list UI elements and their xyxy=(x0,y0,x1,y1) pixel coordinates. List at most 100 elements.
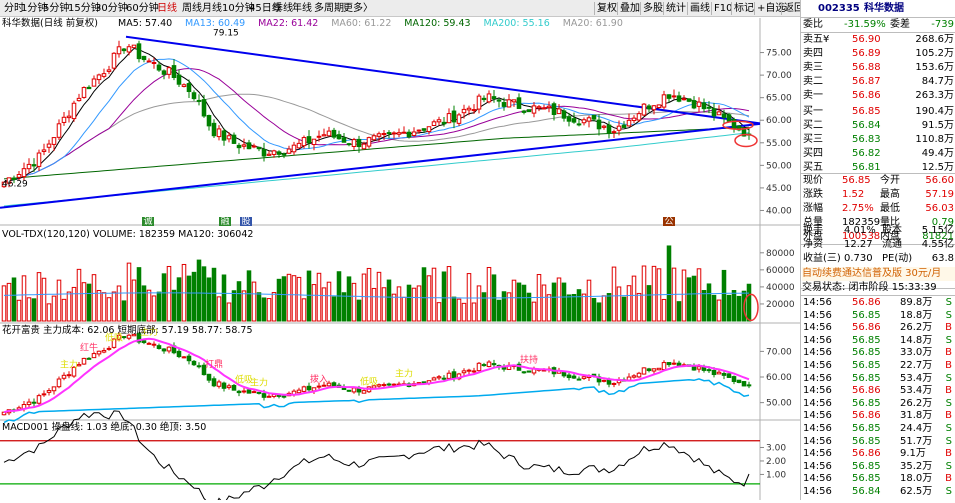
volume-bar xyxy=(36,272,42,322)
period-tab-4[interactable]: 30分钟 xyxy=(95,3,128,14)
cost-candle-body xyxy=(441,377,447,380)
candle-body xyxy=(521,110,527,113)
stat-value: 57.19 xyxy=(925,189,954,200)
tool-button-2[interactable]: 多股 xyxy=(643,3,663,14)
candle-body xyxy=(186,83,192,93)
candle-body xyxy=(266,153,272,156)
period-tab-10[interactable]: 45日线 xyxy=(249,3,282,14)
y-tick-label-cost: 70.00 xyxy=(766,347,792,357)
tool-button-3[interactable]: 统计 xyxy=(666,3,686,14)
tick-volume: 53.4万 xyxy=(900,385,933,397)
period-tab-12[interactable]: 年线 xyxy=(292,3,312,14)
tick-time: 14:56 xyxy=(803,410,832,422)
highlight-ellipse-top xyxy=(722,120,754,130)
period-tab-7[interactable]: 周线 xyxy=(182,3,202,14)
event-tag-bg xyxy=(240,217,252,226)
cost-candle-body xyxy=(31,401,37,404)
cost-candle-body xyxy=(61,374,67,379)
cost-candle-body xyxy=(256,391,262,394)
period-tab-8[interactable]: 月线 xyxy=(202,3,222,14)
period-tab-5[interactable]: 60分钟 xyxy=(126,3,159,14)
tool-button-7[interactable]: +自选 xyxy=(757,3,786,14)
volume-bar xyxy=(56,279,62,322)
tick-row: 14:56 56.85 51.7万 S xyxy=(802,436,955,448)
volume-bar xyxy=(416,285,422,322)
volume-bar xyxy=(746,283,752,322)
candle-body xyxy=(211,122,217,137)
volume-bar xyxy=(381,287,387,322)
tool-button-1[interactable]: 叠加 xyxy=(620,3,640,14)
tick-volume: 31.8万 xyxy=(900,410,933,422)
tick-row: 14:56 56.86 26.2万 B xyxy=(802,322,955,334)
period-tab-9[interactable]: 10分钟 xyxy=(222,3,255,14)
volume-bar xyxy=(596,302,602,322)
period-tab-6[interactable]: 日线 xyxy=(157,3,177,14)
volume-bar xyxy=(311,284,317,322)
tick-side: S xyxy=(945,397,952,409)
candle-body xyxy=(261,149,267,157)
cost-candle-body xyxy=(566,374,572,379)
period-tab-0[interactable]: 分时 xyxy=(4,3,24,14)
period-tab-14[interactable]: 更多〉 xyxy=(343,3,373,14)
tool-button-0[interactable]: 复权 xyxy=(597,3,617,14)
stat-value: 2.75% xyxy=(842,203,874,214)
tick-time: 14:56 xyxy=(803,372,832,384)
cost-annotation: 低吸 xyxy=(105,332,123,344)
y-tick-label-cost: 50.00 xyxy=(766,399,792,409)
stat-key: 最低 xyxy=(880,203,900,214)
tick-volume: 26.2万 xyxy=(900,322,933,334)
candle-body xyxy=(436,119,442,123)
tick-side: B xyxy=(945,448,952,460)
period-tab-1[interactable]: 1分钟 xyxy=(21,3,48,14)
period-tab-13[interactable]: 多周期 xyxy=(314,3,344,14)
candle-body xyxy=(411,131,417,136)
candle-body xyxy=(611,131,617,134)
tool-button-4[interactable]: 画线 xyxy=(690,3,710,14)
cost-candle-body xyxy=(251,391,257,394)
tool-button-8[interactable]: 返回 xyxy=(784,3,804,14)
candle-body xyxy=(346,143,352,146)
chart-area[interactable]: 75.00 70.00 65.00 60.00 55.00 50.00 45.00 40.00… xyxy=(0,18,800,503)
cost-candle-body xyxy=(386,383,392,386)
kline-chart-svg[interactable]: 75.00 70.00 65.00 60.00 55.00 50.00 45.00 40.00… xyxy=(0,18,800,503)
volume-bar xyxy=(81,282,87,322)
sell-level-row: 卖二 56.87 84.7万 xyxy=(802,75,955,89)
volume-bar xyxy=(511,279,517,322)
candle-body xyxy=(446,113,452,124)
candle-body xyxy=(386,132,392,135)
cost-candle-body xyxy=(421,381,427,384)
promo-text[interactable]: 自动续费通达信普及版 30元/月 xyxy=(802,267,955,281)
candle-body xyxy=(26,163,32,170)
y-tick-label-vol: 80000 xyxy=(766,249,795,259)
cost-annotation: 低吸 xyxy=(360,375,378,387)
level-volume: 268.6万 xyxy=(915,34,954,45)
period-tab-3[interactable]: 15分钟 xyxy=(68,3,101,14)
candle-body xyxy=(136,43,142,60)
candle-body xyxy=(206,115,212,127)
candle-body xyxy=(146,60,152,63)
volume-bar xyxy=(711,294,717,322)
volume-bar xyxy=(256,292,262,322)
candle-body xyxy=(251,145,257,148)
volume-ma-line xyxy=(3,292,749,299)
fund-key: 收益(三) xyxy=(803,253,841,264)
tool-button-5[interactable]: F10 xyxy=(714,3,733,14)
trendline-lower xyxy=(0,122,761,209)
volume-bar xyxy=(701,290,707,322)
candle-body xyxy=(396,132,402,135)
buy-level-row: 买二 56.84 91.5万 xyxy=(802,119,955,133)
volume-bar xyxy=(276,278,282,322)
tool-button-6[interactable]: 标记 xyxy=(734,3,754,14)
candle-body xyxy=(601,125,607,128)
period-tab-2[interactable]: 5分钟 xyxy=(43,3,70,14)
volume-bar xyxy=(51,295,57,322)
volume-bar xyxy=(116,285,122,322)
candle-body xyxy=(691,100,697,109)
level-label: 卖四 xyxy=(803,48,823,59)
buy-level-row: 买一 56.85 190.4万 xyxy=(802,105,955,119)
period-tab-11[interactable]: 季线 xyxy=(273,3,293,14)
tick-time: 14:56 xyxy=(803,423,832,434)
cost-candle-body xyxy=(216,381,222,387)
candle-body xyxy=(231,134,237,144)
level-volume: 91.5万 xyxy=(921,120,954,131)
